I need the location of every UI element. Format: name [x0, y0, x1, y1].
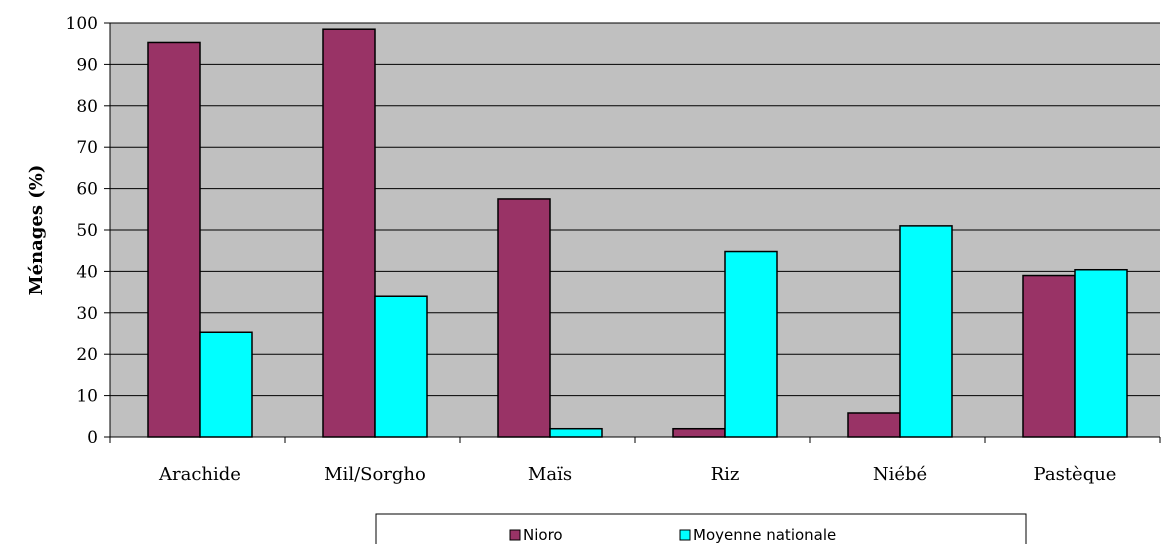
x-tick-labels: Arachide Mil/Sorgho Maïs Riz Niébé Pastèque	[158, 464, 1116, 485]
bar-nioro	[1022, 274, 1076, 438]
y-tick-label: 50	[76, 221, 98, 241]
bar-moyenne-nationale	[899, 225, 953, 438]
bar-moyenne-nationale	[724, 250, 778, 438]
y-tick-label: 30	[76, 304, 98, 324]
legend-label: Nioro	[523, 526, 563, 544]
x-tick-label: Pastèque	[1034, 464, 1117, 485]
legend: Nioro Moyenne nationale	[375, 513, 1027, 544]
y-axis-label: Ménages (%)	[26, 165, 47, 296]
y-tick-label: 10	[76, 387, 98, 407]
y-tick-label: 20	[76, 345, 98, 365]
bar-nioro	[147, 41, 201, 438]
x-tick-label: Niébé	[873, 464, 927, 485]
y-tick-label: 0	[87, 428, 98, 448]
bar-nioro	[847, 412, 901, 438]
y-tick-label: 70	[76, 138, 98, 158]
legend-swatch	[509, 529, 521, 541]
y-tick-label: 40	[76, 262, 98, 282]
legend-label: Moyenne nationale	[693, 526, 836, 544]
bar-moyenne-nationale	[374, 295, 428, 438]
y-tick-labels: 0 10 20 30 40 50 60 70 80 90 100	[66, 14, 98, 448]
axes	[104, 22, 1161, 443]
y-tick-label: 60	[76, 180, 98, 200]
x-tick-label: Mil/Sorgho	[324, 464, 426, 485]
y-tick-label: 100	[66, 14, 98, 34]
gridlines	[110, 22, 1160, 397]
bar-moyenne-nationale	[1074, 268, 1128, 438]
bar-moyenne-nationale	[199, 331, 253, 438]
legend-swatch	[679, 529, 691, 541]
y-tick-label: 90	[76, 55, 98, 75]
bar-nioro	[497, 198, 551, 438]
x-tick-label: Riz	[711, 464, 740, 485]
bar-moyenne-nationale	[549, 427, 603, 438]
bars	[147, 28, 1128, 438]
y-tick-label: 80	[76, 97, 98, 117]
x-tick-label: Maïs	[528, 464, 572, 485]
bar-nioro	[672, 427, 726, 438]
x-tick-label: Arachide	[158, 464, 241, 485]
legend-box	[375, 513, 1027, 544]
bar-nioro	[322, 28, 376, 438]
